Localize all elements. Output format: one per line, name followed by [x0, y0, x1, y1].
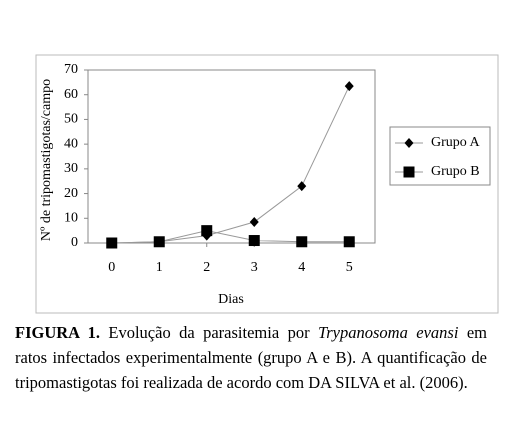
- y-tick-label: 70: [64, 62, 78, 77]
- data-point: [153, 236, 165, 248]
- x-tick-label: 0: [108, 260, 115, 275]
- data-point: [201, 225, 213, 237]
- y-tick-label: 20: [64, 186, 78, 201]
- chart: Nº de tripomastigotas/campo Dias 0102030…: [35, 54, 499, 314]
- caption-text: em ratos infectados experimentalmente (g…: [15, 323, 487, 392]
- legend-marker: [404, 138, 414, 148]
- y-tick-label: 30: [64, 161, 78, 176]
- legend-label: Grupo B: [431, 164, 480, 179]
- data-point: [297, 181, 307, 192]
- y-tick-label: 60: [64, 87, 78, 102]
- x-tick-label: 3: [251, 260, 258, 275]
- series-line: [111, 85, 350, 244]
- data-point: [296, 236, 308, 248]
- legend-label: Grupo A: [431, 135, 481, 150]
- x-tick-label: 2: [203, 260, 210, 275]
- x-tick-label: 4: [298, 260, 305, 275]
- x-axis-title: Dias: [218, 292, 244, 307]
- y-tick-label: 50: [64, 112, 78, 127]
- data-point: [249, 216, 259, 227]
- plot-area: [87, 69, 376, 244]
- data-point: [248, 235, 260, 247]
- series-line: [111, 230, 350, 244]
- legend-marker: [403, 166, 415, 178]
- data-point: [343, 236, 355, 248]
- caption-label: FIGURA 1.: [15, 323, 100, 342]
- y-axis-title: Nº de tripomastigotas/campo: [39, 79, 54, 241]
- y-tick-label: 40: [64, 136, 78, 151]
- data-point: [344, 81, 354, 92]
- y-tick-label: 0: [71, 235, 78, 250]
- x-tick-label: 1: [156, 260, 163, 275]
- caption-species: Trypanosoma evansi: [317, 323, 459, 342]
- data-point: [106, 237, 118, 249]
- chart-frame: [35, 54, 499, 314]
- y-tick-label: 10: [64, 211, 78, 226]
- caption-text: Evolução da parasitemia por: [99, 323, 318, 342]
- x-tick-label: 5: [346, 260, 353, 275]
- caption: FIGURA 1. Evolução da parasitemia por Tr…: [15, 320, 487, 395]
